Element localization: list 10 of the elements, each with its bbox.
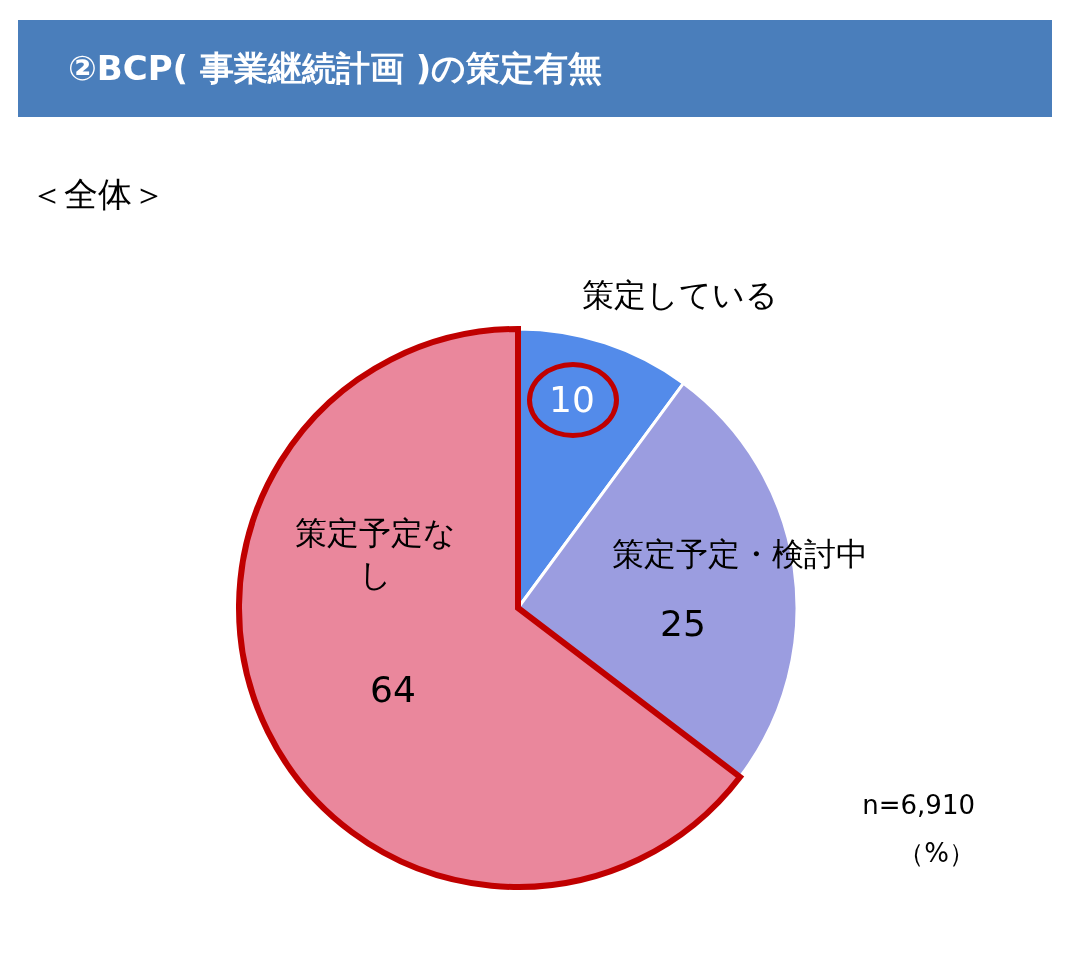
text: n=6,910 bbox=[862, 790, 975, 820]
data-label: 25 bbox=[660, 603, 706, 645]
chart-title: ②BCP( 事業継続計画 )の策定有無 bbox=[18, 20, 1052, 117]
data-label: 10 bbox=[549, 379, 595, 421]
slice-label: 策定予定・検討中 bbox=[612, 535, 868, 574]
data-label: 64 bbox=[370, 669, 416, 711]
slice-label: 策定予定なし bbox=[294, 514, 456, 595]
chart-subtitle: ＜全体＞ bbox=[30, 173, 166, 216]
text: （%） bbox=[898, 837, 975, 870]
slice-label: 策定している bbox=[582, 276, 778, 315]
